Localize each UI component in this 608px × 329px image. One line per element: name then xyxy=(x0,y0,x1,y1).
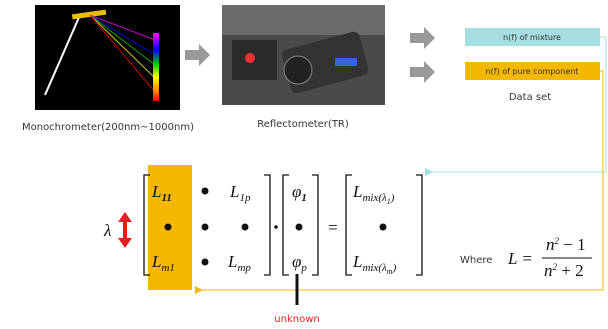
text-part: L xyxy=(229,182,239,201)
text-part: − 1 xyxy=(559,235,586,254)
mix-entry: Lmix(λm) xyxy=(352,252,397,276)
reflectometer-caption: Reflectometer(TR) xyxy=(257,119,349,130)
diagram: Monochrometer(200nm~1000nm) Reflectomete… xyxy=(0,0,608,329)
arrow xyxy=(185,44,210,66)
unknown-label: unknown xyxy=(274,314,319,325)
equals: = xyxy=(327,218,338,237)
mix-entry: Lmix(λ1) xyxy=(352,182,395,206)
reflectometer-image xyxy=(222,5,385,105)
formula-denominator: n2 + 2 xyxy=(544,261,584,280)
formula-numerator: n2 − 1 xyxy=(546,235,586,254)
connector xyxy=(432,37,606,172)
text-part: ) xyxy=(390,192,395,204)
text-part: 1p xyxy=(239,192,251,204)
phi-entry: φp xyxy=(292,252,307,274)
phi-entry: φ1 xyxy=(292,182,307,204)
text-part: + 2 xyxy=(557,261,584,280)
mixture-label: n(f) of mixture xyxy=(503,33,561,42)
lambda: λ xyxy=(103,221,111,240)
data-set-label: Data set xyxy=(509,92,551,103)
text-part: L xyxy=(227,252,237,271)
text-part: ) xyxy=(392,262,397,274)
matrix-entry: L1p xyxy=(229,182,251,204)
text-part: n xyxy=(544,261,553,280)
text-part: φ xyxy=(292,182,301,201)
text-part: n xyxy=(546,235,555,254)
monochromator-caption: Monochrometer(200nm~1000nm) xyxy=(22,122,194,133)
text-part: 1 xyxy=(301,192,307,204)
arrow xyxy=(410,61,435,83)
double-arrow xyxy=(118,212,132,248)
arrow xyxy=(410,27,435,49)
text-part: 11 xyxy=(161,192,171,204)
text-part: L xyxy=(352,182,362,201)
pure-label: n(f) of pure component xyxy=(486,67,579,76)
text-part: L xyxy=(151,182,161,201)
formula-lhs: L = xyxy=(507,249,533,268)
text-part: m1 xyxy=(161,262,174,274)
monochromator-image xyxy=(35,5,180,110)
where-label: Where xyxy=(460,255,492,266)
text-part: p xyxy=(300,262,307,274)
text-part: mix(λ xyxy=(362,192,387,204)
matrix-entry: Lmp xyxy=(227,252,251,274)
text-part: L xyxy=(151,252,161,271)
text-part: mix(λ xyxy=(362,262,387,274)
text-part: mp xyxy=(237,262,251,274)
text-part: L xyxy=(352,252,362,271)
text-part: φ xyxy=(292,252,301,271)
